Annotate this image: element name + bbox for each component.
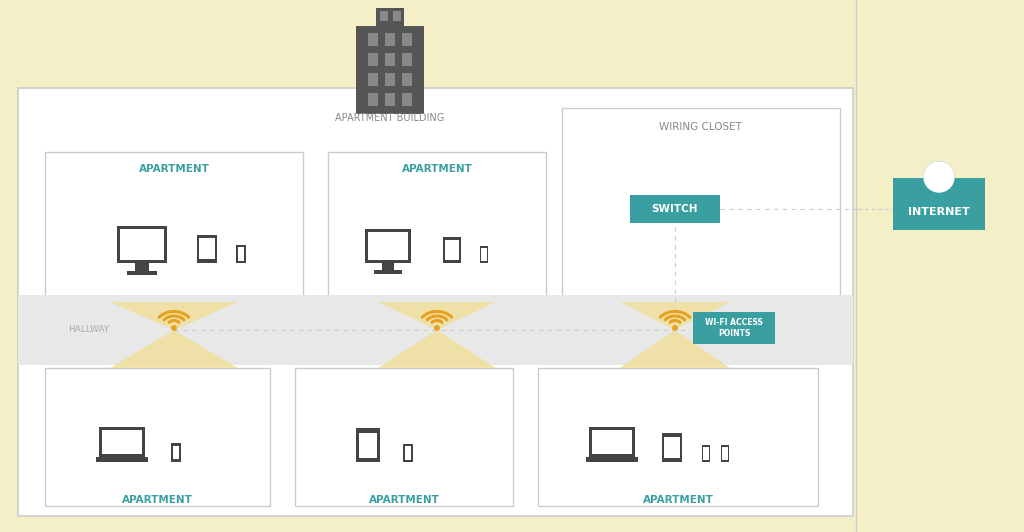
FancyBboxPatch shape [385, 93, 395, 106]
FancyBboxPatch shape [403, 444, 413, 462]
FancyBboxPatch shape [380, 11, 388, 21]
FancyBboxPatch shape [404, 446, 412, 460]
Text: HALLWAY: HALLWAY [68, 326, 110, 335]
FancyBboxPatch shape [562, 108, 840, 303]
FancyBboxPatch shape [538, 368, 818, 506]
Circle shape [673, 326, 677, 330]
FancyBboxPatch shape [356, 428, 380, 462]
FancyBboxPatch shape [120, 229, 164, 260]
Text: WIRING CLOSET: WIRING CLOSET [658, 122, 741, 132]
Text: APARTMENT: APARTMENT [122, 495, 193, 505]
FancyBboxPatch shape [701, 445, 711, 462]
FancyBboxPatch shape [402, 73, 412, 86]
FancyBboxPatch shape [479, 246, 488, 263]
FancyBboxPatch shape [368, 73, 378, 86]
FancyBboxPatch shape [443, 237, 461, 263]
FancyBboxPatch shape [722, 447, 728, 460]
FancyBboxPatch shape [18, 295, 853, 365]
Text: WI-FI ACCESS
POINTS: WI-FI ACCESS POINTS [706, 318, 763, 338]
FancyBboxPatch shape [237, 245, 246, 263]
FancyBboxPatch shape [402, 53, 412, 66]
FancyBboxPatch shape [127, 271, 158, 275]
Polygon shape [378, 330, 496, 368]
FancyBboxPatch shape [295, 368, 513, 506]
FancyBboxPatch shape [402, 33, 412, 46]
FancyBboxPatch shape [664, 437, 680, 459]
FancyBboxPatch shape [385, 33, 395, 46]
FancyBboxPatch shape [630, 195, 720, 223]
Polygon shape [620, 330, 730, 368]
Polygon shape [110, 302, 238, 330]
FancyBboxPatch shape [18, 88, 853, 516]
Circle shape [435, 326, 439, 330]
Text: APARTMENT: APARTMENT [643, 495, 714, 505]
Polygon shape [378, 302, 496, 330]
FancyBboxPatch shape [858, 0, 1024, 532]
Circle shape [172, 326, 176, 330]
FancyBboxPatch shape [171, 443, 180, 462]
FancyBboxPatch shape [374, 270, 402, 274]
FancyBboxPatch shape [385, 73, 395, 86]
FancyBboxPatch shape [368, 93, 378, 106]
FancyBboxPatch shape [45, 152, 303, 314]
Text: APARTMENT: APARTMENT [369, 495, 439, 505]
FancyBboxPatch shape [365, 229, 411, 263]
FancyBboxPatch shape [358, 433, 378, 458]
FancyBboxPatch shape [328, 152, 546, 314]
Polygon shape [620, 302, 730, 330]
FancyBboxPatch shape [589, 427, 635, 457]
FancyBboxPatch shape [693, 312, 775, 344]
FancyBboxPatch shape [402, 93, 412, 106]
FancyBboxPatch shape [199, 238, 215, 260]
FancyBboxPatch shape [586, 457, 638, 462]
FancyBboxPatch shape [444, 240, 460, 260]
FancyBboxPatch shape [135, 263, 148, 271]
FancyBboxPatch shape [393, 11, 401, 21]
Text: SWITCH: SWITCH [651, 204, 698, 214]
FancyBboxPatch shape [368, 53, 378, 66]
FancyBboxPatch shape [663, 433, 682, 462]
FancyBboxPatch shape [368, 232, 408, 260]
FancyBboxPatch shape [376, 8, 404, 28]
FancyBboxPatch shape [368, 33, 378, 46]
FancyBboxPatch shape [198, 235, 217, 263]
FancyBboxPatch shape [893, 178, 985, 230]
Circle shape [924, 162, 954, 192]
FancyBboxPatch shape [385, 53, 395, 66]
FancyBboxPatch shape [117, 226, 167, 263]
Text: INTERNET: INTERNET [908, 207, 970, 217]
Text: APARTMENT: APARTMENT [138, 164, 210, 174]
FancyBboxPatch shape [356, 26, 424, 114]
Text: APARTMENT: APARTMENT [401, 164, 472, 174]
FancyBboxPatch shape [45, 368, 270, 506]
FancyBboxPatch shape [102, 430, 142, 454]
FancyBboxPatch shape [238, 247, 245, 261]
FancyBboxPatch shape [721, 445, 729, 462]
FancyBboxPatch shape [96, 457, 148, 462]
Text: APARTMENT BUILDING: APARTMENT BUILDING [336, 113, 444, 123]
FancyBboxPatch shape [481, 248, 487, 261]
FancyBboxPatch shape [382, 263, 394, 270]
Circle shape [937, 180, 940, 182]
Circle shape [924, 162, 954, 192]
FancyBboxPatch shape [173, 446, 179, 460]
Polygon shape [110, 330, 238, 368]
FancyBboxPatch shape [702, 447, 709, 460]
FancyBboxPatch shape [592, 430, 632, 454]
FancyBboxPatch shape [99, 427, 145, 457]
